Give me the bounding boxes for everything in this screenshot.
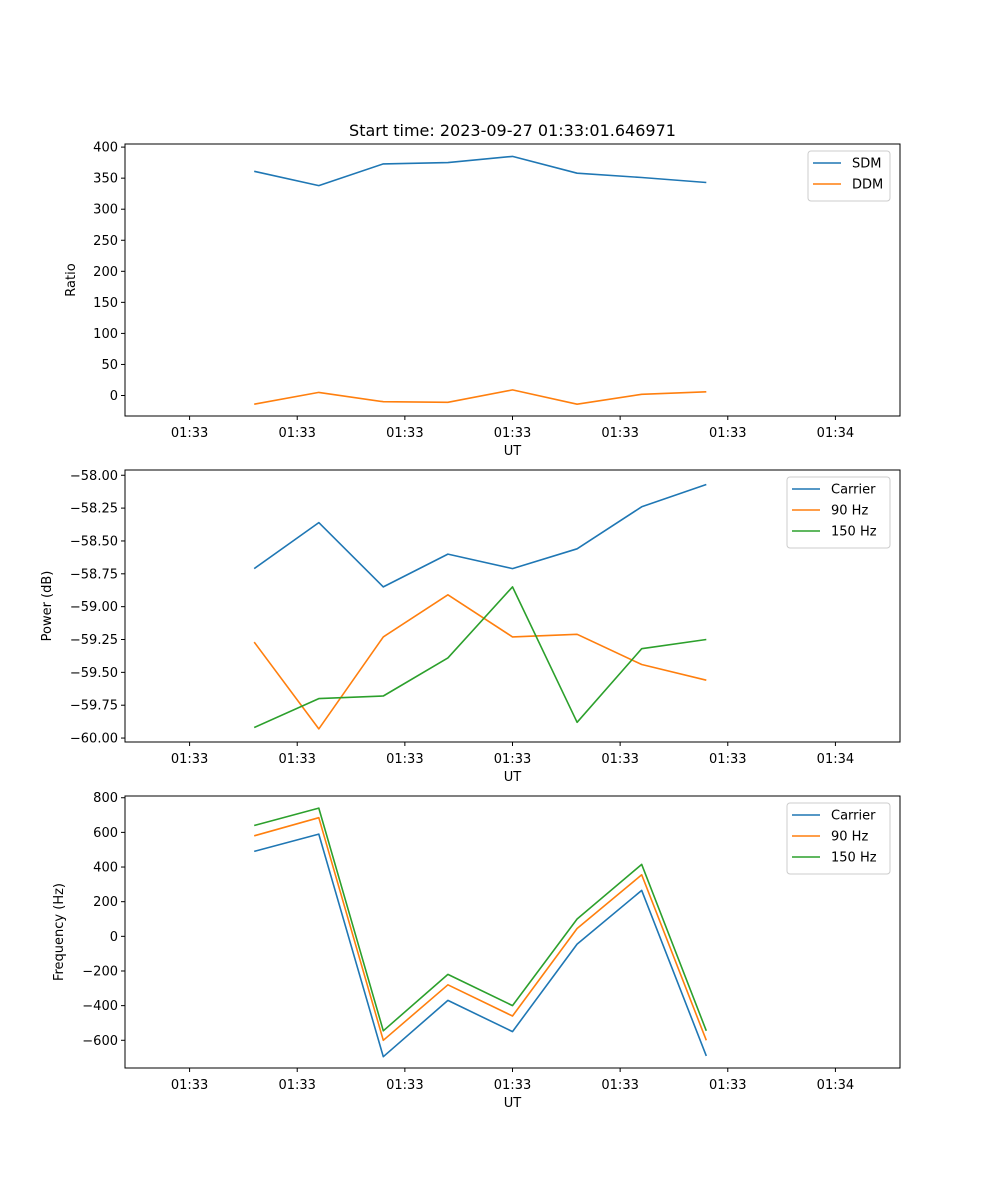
series-line-ddm (254, 389, 707, 406)
subplot-3: −600 −400 −200 0 200 400 600 800 01:33 01:33 01:33… (52, 791, 901, 1111)
x-tick-label: 01:33 (171, 1078, 208, 1093)
y-tick-label: −59.50 (70, 666, 118, 681)
y-tick-label: 200 (93, 265, 118, 280)
y-tick-label: −58.25 (70, 502, 118, 517)
x-tick-label: 01:33 (709, 1078, 746, 1093)
y-tick-label: 100 (93, 327, 118, 342)
y-axis-label: Power (dB) (40, 571, 55, 642)
x-tick-label: 01:33 (171, 426, 208, 441)
y-tick-label: 150 (93, 296, 118, 311)
series-line-90-hz (253, 816, 708, 1042)
series-line-carrier (253, 833, 708, 1058)
y-tick-label: −59.00 (70, 600, 118, 615)
x-tick-label: 01:34 (817, 1078, 854, 1093)
series-line-90-hz (253, 593, 707, 730)
y-tick-label: 800 (93, 791, 118, 806)
x-tick-label: 01:33 (386, 752, 423, 767)
x-tick-label: 01:33 (386, 426, 423, 441)
y-tick-label: 250 (93, 234, 118, 249)
x-tick-label: 01:33 (709, 426, 746, 441)
x-tick-label: 01:33 (278, 752, 315, 767)
x-tick-label: 01:33 (494, 1078, 531, 1093)
x-tick-label: 01:33 (278, 426, 315, 441)
y-tick-label: 0 (110, 930, 118, 945)
x-tick-label: 01:33 (386, 1078, 423, 1093)
subplot-2: −60.00 −59.75 −59.50 −59.25 −59.00 −58.75 −58.… (40, 469, 901, 785)
x-tick-label: 01:33 (601, 752, 638, 767)
legend-label: 90 Hz (831, 830, 868, 845)
y-tick-label: −60.00 (70, 732, 118, 747)
y-tick-label: 50 (101, 358, 118, 373)
x-tick-label: 01:33 (494, 426, 531, 441)
legend-label: Carrier (831, 483, 876, 498)
y-tick-label: −58.75 (70, 567, 118, 582)
legend-label: 150 Hz (831, 851, 877, 866)
legend: Carrier 90 Hz 150 Hz (786, 476, 891, 549)
legend-label: 90 Hz (831, 504, 868, 519)
axes-frame (124, 795, 901, 1069)
series-line-150-hz (253, 586, 707, 729)
series-line-carrier (253, 483, 707, 588)
legend-label: DDM (852, 178, 883, 193)
x-axis-label: UT (504, 444, 522, 459)
y-tick-label: −200 (82, 964, 118, 979)
y-tick-label: 400 (93, 141, 118, 156)
y-tick-label: 600 (93, 826, 118, 841)
axes-frame (124, 143, 901, 417)
x-tick-label: 01:33 (494, 752, 531, 767)
y-tick-label: −58.50 (70, 534, 118, 549)
y-tick-label: 0 (110, 389, 118, 404)
axes-frame (124, 469, 901, 743)
legend-label: SDM (852, 157, 881, 172)
legend-label: Carrier (831, 809, 876, 824)
legend-label: 150 Hz (831, 525, 877, 540)
y-tick-label: −600 (82, 1034, 118, 1049)
y-axis-label: Frequency (Hz) (52, 883, 67, 981)
series-line-sdm (254, 155, 707, 187)
legend: Carrier 90 Hz 150 Hz (786, 802, 891, 875)
x-tick-label: 01:33 (278, 1078, 315, 1093)
subplot-1: 0 50 100 150 200 250 300 350 400 01:33 01:33 01:33 0… (64, 141, 901, 459)
y-tick-label: −59.75 (70, 699, 118, 714)
x-tick-label: 01:34 (817, 426, 854, 441)
chart-title: Start time: 2023-09-27 01:33:01.646971 (349, 121, 676, 140)
x-tick-label: 01:33 (601, 426, 638, 441)
series-line-150-hz (253, 807, 708, 1032)
x-tick-label: 01:34 (817, 752, 854, 767)
y-axis-label: Ratio (64, 263, 79, 296)
x-axis-label: UT (504, 1096, 522, 1111)
y-tick-label: −400 (82, 999, 118, 1014)
y-tick-label: 350 (93, 172, 118, 187)
legend: SDM DDM (807, 150, 891, 202)
x-tick-label: 01:33 (601, 1078, 638, 1093)
y-tick-label: 300 (93, 203, 118, 218)
y-tick-label: −59.25 (70, 633, 118, 648)
y-tick-label: −58.00 (70, 469, 118, 484)
x-tick-label: 01:33 (709, 752, 746, 767)
y-tick-label: 200 (93, 895, 118, 910)
x-axis-label: UT (504, 770, 522, 785)
y-tick-label: 400 (93, 861, 118, 876)
x-tick-label: 01:33 (171, 752, 208, 767)
